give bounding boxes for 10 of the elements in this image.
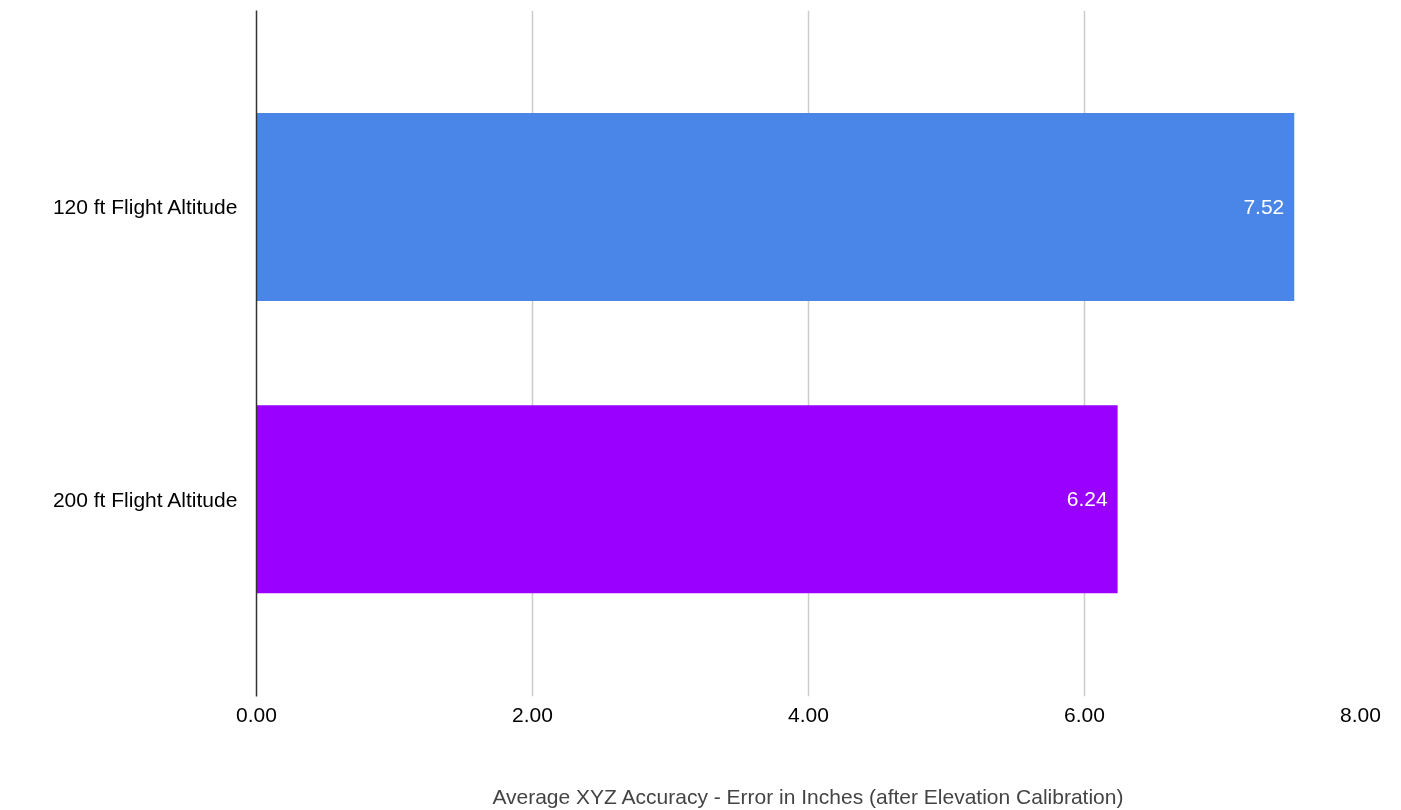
x-tick-label: 4.00 xyxy=(788,702,829,726)
x-tick-label: 6.00 xyxy=(1064,702,1105,726)
x-tick-label: 8.00 xyxy=(1340,702,1381,726)
y-tick-label: 120 ft Flight Altitude xyxy=(52,195,238,219)
x-tick-label: 0.00 xyxy=(236,702,277,726)
y-tick-label: 200 ft Flight Altitude xyxy=(52,487,238,511)
data-label: 6.24 xyxy=(1066,487,1108,511)
data-label: 7.52 xyxy=(1243,194,1285,218)
x-tick-label: 2.00 xyxy=(512,702,553,726)
x-axis-title: Average XYZ Accuracy - Error in Inches (after Elevation Calibration) xyxy=(492,784,1124,808)
